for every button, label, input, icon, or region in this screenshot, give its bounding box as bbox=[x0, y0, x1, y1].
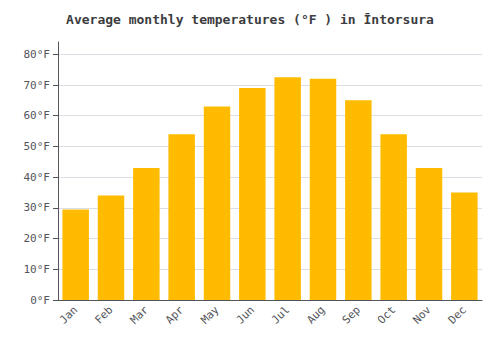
svg-text:50°F: 50°F bbox=[24, 140, 51, 153]
svg-text:60°F: 60°F bbox=[24, 109, 51, 122]
svg-text:10°F: 10°F bbox=[24, 263, 51, 276]
svg-text:20°F: 20°F bbox=[24, 232, 51, 245]
svg-text:Average monthly temperatures (: Average monthly temperatures (°F ) in Īn… bbox=[66, 12, 434, 27]
svg-text:Apr: Apr bbox=[163, 303, 186, 326]
svg-text:Sep: Sep bbox=[340, 303, 363, 326]
svg-text:Jul: Jul bbox=[269, 303, 292, 326]
svg-text:Jun: Jun bbox=[234, 303, 257, 326]
svg-text:Aug: Aug bbox=[304, 303, 327, 326]
svg-text:Dec: Dec bbox=[446, 303, 469, 326]
svg-text:30°F: 30°F bbox=[24, 201, 51, 214]
svg-text:Feb: Feb bbox=[92, 303, 115, 326]
svg-text:Nov: Nov bbox=[410, 303, 433, 326]
svg-text:Jan: Jan bbox=[57, 303, 80, 326]
svg-text:40°F: 40°F bbox=[24, 171, 51, 184]
svg-text:0°F: 0°F bbox=[30, 294, 50, 307]
svg-text:Oct: Oct bbox=[375, 303, 398, 326]
svg-text:Mar: Mar bbox=[128, 303, 151, 326]
svg-text:80°F: 80°F bbox=[24, 48, 51, 61]
svg-text:70°F: 70°F bbox=[24, 79, 51, 92]
svg-text:May: May bbox=[198, 303, 221, 326]
